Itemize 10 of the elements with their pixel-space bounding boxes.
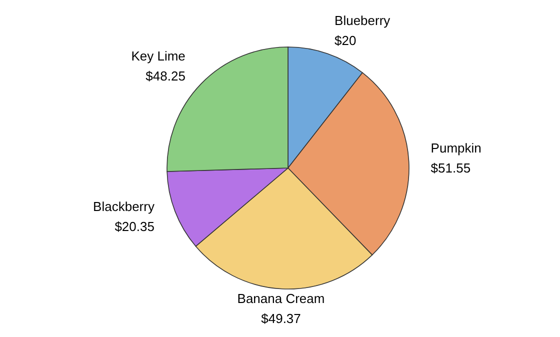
slice-label: Blackberry: [93, 199, 155, 214]
data-label: $20.35: [114, 219, 154, 234]
slice-label: Key Lime: [131, 48, 186, 64]
slice-label: Pumpkin: [430, 140, 482, 156]
data-label: $48.25: [146, 68, 186, 84]
data-label: $51.55: [430, 160, 471, 176]
data-label: $49.37: [261, 310, 301, 326]
data-label: $20: [334, 32, 356, 48]
slice-label: Blueberry: [334, 12, 391, 28]
slice-label: Banana Cream: [237, 290, 325, 306]
